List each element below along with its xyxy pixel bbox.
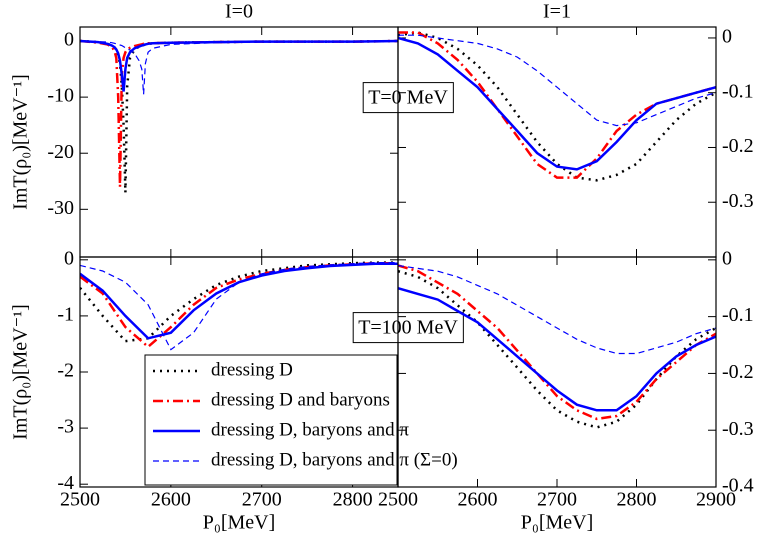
x-tick-label: 2600 bbox=[151, 489, 191, 511]
y-tick-label: -1 bbox=[57, 303, 74, 325]
y-tick-label: -0.1 bbox=[722, 80, 754, 102]
x-tick-label: 2800 bbox=[617, 489, 657, 511]
y-tick-label: 0 bbox=[722, 26, 732, 48]
series-line bbox=[398, 264, 716, 421]
y-tick-label: -0.3 bbox=[722, 190, 754, 212]
series-line bbox=[80, 262, 398, 340]
series-line bbox=[398, 34, 716, 127]
plot-frame bbox=[397, 256, 717, 488]
y-tick-label: -2 bbox=[57, 360, 74, 382]
y-tick-label: -0.2 bbox=[722, 361, 754, 383]
y-axis-label: ImT(ρ₀)[MeV⁻¹] bbox=[10, 74, 32, 210]
x-tick-label: 2800 bbox=[333, 489, 373, 511]
y-axis-label: ImT(ρ₀)[MeV⁻¹] bbox=[10, 304, 32, 440]
y-tick-label: -3 bbox=[57, 416, 74, 438]
series-line bbox=[80, 261, 398, 343]
y-tick-label: -0.3 bbox=[722, 418, 754, 440]
y-tick-label: -0.1 bbox=[722, 304, 754, 326]
series-line bbox=[398, 269, 716, 429]
legend-label: dressing D bbox=[211, 359, 293, 380]
legend-label: dressing D and baryons bbox=[211, 389, 390, 410]
y-tick-label: 0 bbox=[64, 29, 74, 51]
y-tick-label: 0 bbox=[722, 247, 732, 269]
series-line bbox=[80, 39, 398, 92]
y-tick-label: -0.2 bbox=[722, 135, 754, 157]
series-line bbox=[80, 39, 398, 187]
legend-box bbox=[144, 354, 398, 486]
annotation-text: T=0 MeV bbox=[368, 87, 448, 109]
annotation: T=100 MeV bbox=[352, 312, 464, 344]
legend-label: dressing D, baryons and π (Σ=0) bbox=[211, 449, 458, 470]
x-axis-label: P₀[MeV] bbox=[521, 512, 594, 534]
y-tick-label: -20 bbox=[47, 141, 74, 163]
y-tick-label: -30 bbox=[47, 197, 74, 219]
y-tick-label: 0 bbox=[64, 247, 74, 269]
y-tick-label: -0.4 bbox=[722, 475, 754, 497]
series-line bbox=[398, 36, 716, 171]
y-tick-label: -10 bbox=[47, 85, 74, 107]
x-tick-label: 2600 bbox=[458, 489, 498, 511]
x-tick-label: 2700 bbox=[537, 489, 577, 511]
legend: dressing D dressing D and baryons dressing… bbox=[144, 354, 458, 486]
panel-title: I=0 bbox=[225, 1, 253, 23]
annotation-text: T=100 MeV bbox=[358, 317, 458, 339]
panel-title: I=1 bbox=[543, 1, 571, 23]
annotation-box bbox=[352, 312, 464, 344]
series-line bbox=[80, 40, 398, 95]
annotation: T=0 MeV bbox=[362, 82, 454, 114]
series-line bbox=[398, 286, 716, 412]
x-tick-label: 2900 bbox=[696, 489, 736, 511]
x-tick-label: 2500 bbox=[378, 489, 418, 511]
x-tick-label: 2700 bbox=[242, 489, 282, 511]
series-line bbox=[80, 39, 398, 193]
legend-label: dressing D, baryons and π bbox=[211, 419, 409, 440]
annotation-box bbox=[362, 82, 454, 114]
series-line bbox=[398, 264, 716, 355]
x-tick-label: 2500 bbox=[60, 489, 100, 511]
y-tick-label: -4 bbox=[57, 472, 74, 494]
x-axis-label: P₀[MeV] bbox=[203, 512, 276, 534]
